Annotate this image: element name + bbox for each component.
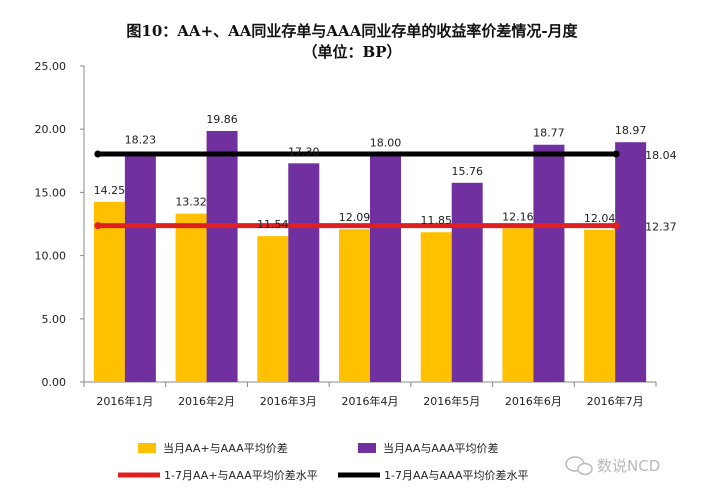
- x-tick-label: 2016年4月: [342, 394, 399, 408]
- bar: [257, 236, 289, 382]
- bar-data-label: 19.86: [206, 113, 238, 126]
- bar-data-label: 11.54: [257, 218, 289, 231]
- bar-data-label: 11.85: [420, 214, 452, 227]
- wechat-icon: [565, 456, 593, 476]
- y-tick-label: 15.00: [35, 186, 67, 199]
- bar: [502, 228, 534, 382]
- average-line-label: 12.37: [645, 221, 677, 234]
- watermark: 数说NCD: [565, 456, 660, 476]
- bar: [615, 142, 647, 382]
- bar: [288, 163, 320, 382]
- bar: [420, 232, 452, 382]
- bar-data-label: 12.16: [502, 210, 534, 223]
- y-tick-label: 0.00: [42, 376, 67, 389]
- average-line-marker: [612, 150, 620, 158]
- y-tick-label: 25.00: [35, 60, 67, 73]
- legend-swatch: [358, 443, 376, 453]
- bar: [370, 154, 401, 382]
- x-tick-label: 2016年1月: [96, 394, 153, 408]
- bar: [206, 130, 238, 382]
- average-line-label: 18.04: [645, 149, 677, 162]
- average-line-marker: [94, 222, 102, 230]
- bar-data-label: 18.97: [615, 124, 647, 137]
- y-tick-label: 20.00: [35, 123, 67, 136]
- bar: [124, 151, 156, 382]
- legend: 当月AA+与AAA平均价差 当月AA与AAA平均价差 1-7月AA+与AAA平均价差…: [118, 441, 529, 482]
- bar: [339, 229, 370, 382]
- chart-subtitle: （单位：BP）: [303, 43, 402, 61]
- chart-title: 图10：AA+、AA同业存单与AAA同业存单的收益率价差情况-月度: [126, 22, 578, 40]
- bar-data-label: 18.00: [370, 136, 402, 149]
- legend-label: 当月AA与AAA平均价差: [383, 441, 499, 455]
- average-line-marker: [94, 150, 102, 158]
- x-tick-label: 2016年7月: [587, 394, 644, 408]
- legend-swatch: [138, 443, 156, 453]
- bar: [93, 201, 125, 382]
- legend-label: 当月AA+与AAA平均价差: [163, 441, 288, 455]
- y-tick-label: 10.00: [35, 250, 67, 263]
- legend-label: 1-7月AA与AAA平均价差水平: [384, 468, 529, 482]
- bar: [533, 144, 565, 382]
- watermark-text: 数说NCD: [597, 457, 660, 475]
- x-tick-label: 2016年5月: [423, 394, 480, 408]
- bar-data-label: 13.32: [175, 196, 207, 209]
- x-tick-label: 2016年2月: [178, 394, 235, 408]
- bar-data-label: 12.04: [584, 212, 616, 225]
- x-tick-label: 2016年6月: [505, 394, 562, 408]
- y-tick-label: 5.00: [42, 313, 67, 326]
- bar-data-label: 15.76: [451, 165, 483, 178]
- x-tick-label: 2016年3月: [260, 394, 317, 408]
- bar: [451, 182, 483, 382]
- legend-label: 1-7月AA+与AAA平均价差水平: [164, 468, 318, 482]
- bar-data-label: 18.23: [125, 134, 157, 147]
- plot-area: 0.00 5.00 10.00 15.00 20.00 25.00 2016年1月 2016年…: [35, 60, 677, 408]
- bar: [584, 229, 616, 382]
- bar-data-label: 12.09: [339, 211, 371, 224]
- bar-data-label: 17.30: [288, 145, 320, 158]
- bar: [175, 213, 207, 382]
- bar-data-label: 14.25: [94, 184, 126, 197]
- average-line-marker: [612, 222, 620, 230]
- bar-data-label: 18.77: [533, 127, 565, 140]
